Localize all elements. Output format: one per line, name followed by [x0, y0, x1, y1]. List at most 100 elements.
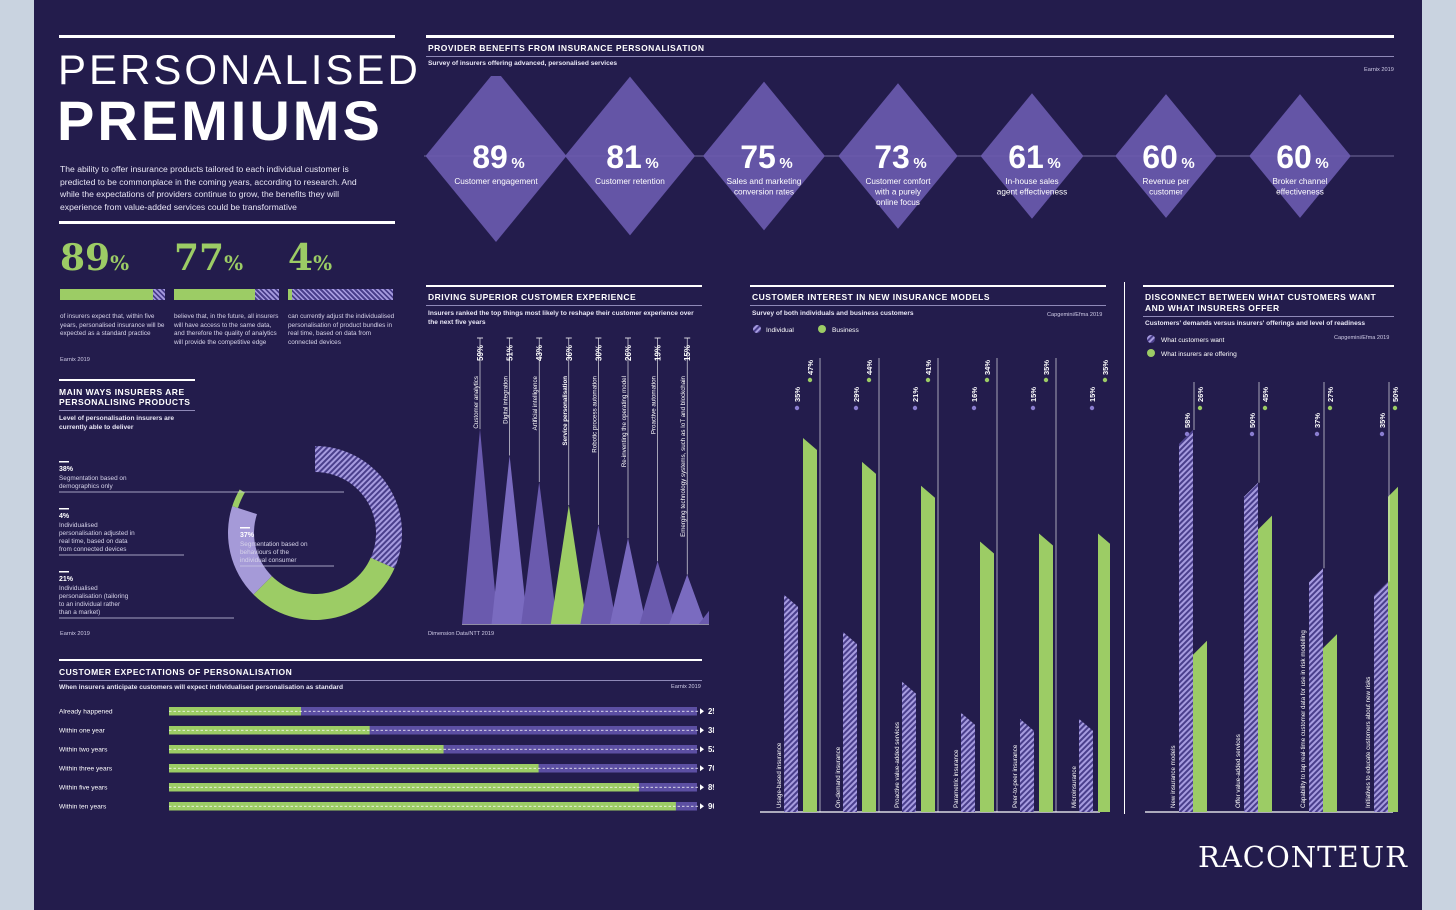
- donut-label-tick: [59, 508, 69, 510]
- interest-value-business: 35%: [1101, 360, 1110, 375]
- expect-category-label: Within five years: [59, 785, 108, 792]
- benefit-label: Customer retention: [595, 177, 665, 186]
- interest-bar-business: [1039, 533, 1053, 812]
- benefit-label: Revenue per: [1143, 177, 1190, 186]
- driving-value-label: 30%: [594, 345, 603, 361]
- disconnect-value-offering: 45%: [1261, 387, 1270, 402]
- driving-triangle: [580, 524, 617, 624]
- provider-title: PROVIDER BENEFITS FROM INSURANCE PERSONA…: [428, 43, 705, 53]
- interest-bar-individual: [1079, 718, 1093, 812]
- disconnect-dot-offering: [1392, 405, 1398, 411]
- stat-value: 4%: [288, 237, 332, 279]
- driving-category-label: Emerging technology systems, such as IoT…: [680, 375, 687, 536]
- driving-category-label: Customer analytics: [473, 376, 480, 429]
- interest-value-individual: 29%: [852, 387, 861, 402]
- disconnect-category-label: Capability to tap real-time customer dat…: [1300, 630, 1307, 808]
- disconnect-value-offering: 27%: [1326, 387, 1335, 402]
- interest-category-label: Usage-based insurance: [776, 742, 783, 808]
- driving-triangle: [669, 574, 706, 624]
- expect-category-label: Within two years: [59, 747, 108, 754]
- driving-category-label: Re-inventing the operating model: [621, 376, 628, 467]
- expect-arrow: [700, 746, 704, 753]
- benefit-label: Customer engagement: [454, 177, 538, 186]
- stat-bar-fill: [288, 289, 293, 300]
- driving-category-label: Service personalisation: [562, 376, 569, 446]
- benefit-value: 75: [740, 139, 776, 175]
- intro-text: The ability to offer insurance products …: [60, 164, 357, 212]
- legend-label-individual: Individual: [766, 327, 794, 334]
- interest-dot-individual: [912, 405, 918, 411]
- interest-dot-business: [925, 377, 931, 383]
- benefit-diamond: [1115, 94, 1217, 218]
- expect-value-label: 70%: [708, 764, 714, 773]
- driving-triangle: [462, 429, 498, 624]
- interest-rule: [750, 285, 1106, 287]
- legend-label-offering: What insurers are offering: [1161, 351, 1237, 358]
- donut-label-text: personalisation (tailoring: [59, 593, 129, 600]
- expectations-title: CUSTOMER EXPECTATIONS OF PERSONALISATION: [59, 667, 293, 677]
- legend-swatch-individual: [753, 325, 761, 333]
- stat-text: of insurers expect that, within five yea…: [60, 313, 165, 337]
- driving-triangle: [698, 610, 709, 624]
- driving-triangle: [491, 455, 528, 624]
- disconnect-dot-want: [1184, 431, 1190, 437]
- driving-value-label: 36%: [565, 345, 574, 361]
- legend-label-want: What customers want: [1161, 337, 1225, 344]
- disconnect-bar-offering: [1258, 515, 1272, 812]
- benefit-unit: %: [1181, 155, 1194, 172]
- interest-value-individual: 15%: [1088, 387, 1097, 402]
- driving-value-label: 51%: [506, 345, 515, 361]
- stat-text: can currently adjust the individualised …: [288, 313, 395, 346]
- stat-text: believe that, in the future, all insurer…: [174, 313, 279, 346]
- donut-label-text: demographics only: [59, 483, 113, 490]
- interest-title: CUSTOMER INTEREST IN NEW INSURANCE MODEL…: [752, 292, 991, 302]
- driving-chart: 59% Customer analytics 51% Digital integrat…: [462, 337, 709, 625]
- interest-source: Capgemini/Efma 2019: [1047, 312, 1103, 318]
- benefit-unit: %: [511, 155, 524, 172]
- stat-bar-fill: [174, 289, 255, 300]
- expect-category-label: Already happened: [59, 709, 113, 716]
- disconnect-bar-want: [1309, 568, 1323, 812]
- stat-bar-fill: [60, 289, 154, 300]
- driving-value-label: 43%: [535, 345, 544, 361]
- expect-arrow: [700, 708, 704, 715]
- interest-dot-business: [984, 377, 990, 383]
- benefit-unit: %: [779, 155, 792, 172]
- disconnect-title: DISCONNECT BETWEEN WHAT CUSTOMERS WANT A…: [1145, 292, 1377, 313]
- expectations-divider: [59, 680, 702, 681]
- expect-arrow: [700, 803, 704, 810]
- interest-category-label: On-demand insurance: [835, 746, 842, 808]
- disconnect-value-want: 35%: [1378, 413, 1387, 428]
- stat-bar: [60, 289, 165, 300]
- disconnect-value-offering: 26%: [1196, 387, 1205, 402]
- expectations-rule: [59, 659, 702, 661]
- benefit-unit: %: [1315, 155, 1328, 172]
- expect-category-label: Within three years: [59, 766, 113, 773]
- benefit-value: 81: [606, 139, 642, 175]
- stat-bar: [174, 289, 279, 300]
- expect-bar-track: [169, 707, 697, 716]
- donut-title-divider: [59, 410, 195, 411]
- disconnect-dot-offering: [1262, 405, 1268, 411]
- driving-divider: [426, 305, 702, 306]
- benefit-diamond: [1249, 94, 1351, 218]
- donut-segment: [253, 557, 395, 620]
- donut-label-text: than a market): [59, 609, 100, 616]
- disconnect-bar-offering: [1193, 640, 1207, 812]
- benefit-value: 60: [1142, 139, 1178, 175]
- interest-bar-business: [921, 485, 935, 812]
- expect-arrow: [700, 727, 704, 734]
- disconnect-category-label: Offer value-added services: [1235, 734, 1242, 808]
- interest-value-individual: 21%: [911, 387, 920, 402]
- raconteur-logo: RACONTEUR: [1198, 840, 1408, 874]
- donut-label-text: Segmentation based on: [240, 541, 308, 548]
- expect-bar-track: [169, 726, 697, 735]
- driving-triangle: [521, 481, 558, 624]
- driving-rule: [426, 285, 702, 287]
- benefit-label: customer: [1149, 188, 1183, 197]
- stat-number: 77: [174, 237, 225, 279]
- interest-dot-business: [807, 377, 813, 383]
- disconnect-dot-want: [1249, 431, 1255, 437]
- benefit-diamond: [838, 83, 958, 229]
- donut-segment: [232, 489, 245, 508]
